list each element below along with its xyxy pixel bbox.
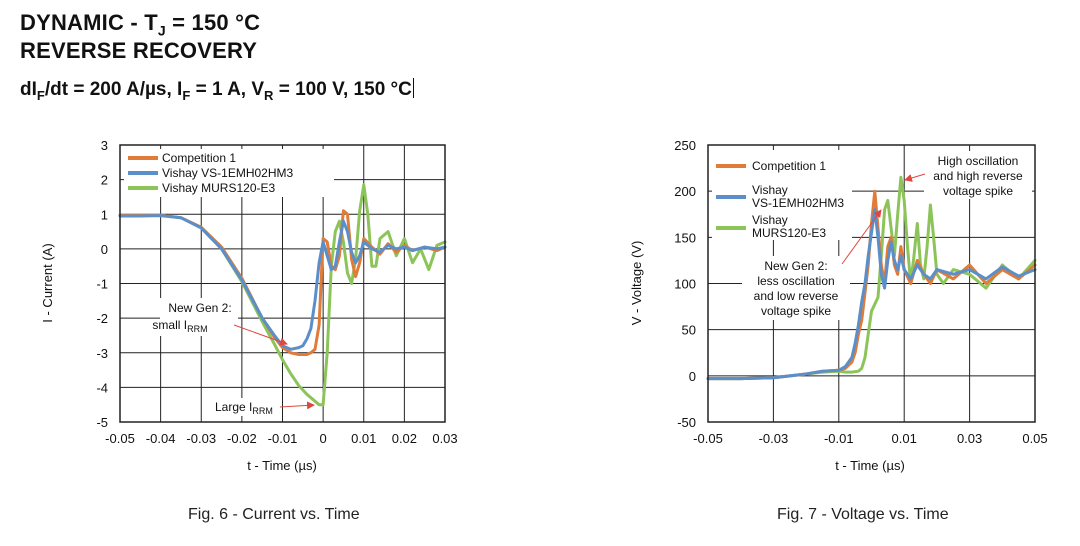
figure-6-caption: Fig. 6 - Current vs. Time: [188, 506, 360, 523]
y-tick-label: 200: [674, 184, 696, 199]
y-tick-label: -4: [96, 380, 108, 395]
annotation-small-irrm: New Gen 2: small IRRM: [152, 298, 288, 346]
y-tick-label: 100: [674, 277, 696, 292]
x-tick-label: -0.04: [146, 431, 176, 446]
annotation-text: High oscillation: [938, 154, 1019, 168]
legend-label-vishay-old: Vishay MURS120-E3: [162, 181, 275, 195]
annotation-text: Large IRRM: [215, 400, 273, 416]
x-axis-label: t - Time (µs): [835, 458, 905, 473]
chart-series: [706, 175, 1037, 381]
series-line-vishay-vs-1emh02hm3: [706, 208, 1037, 381]
x-tick-label: 0.05: [1022, 431, 1047, 446]
x-tick-label: -0.03: [186, 431, 216, 446]
x-tick-label: 0.01: [351, 431, 376, 446]
y-tick-label: 3: [101, 138, 108, 153]
x-tick-label: -0.01: [268, 431, 298, 446]
chart-legend: Competition 1 Vishay VS-1EMH02HM3 Vishay…: [124, 149, 334, 197]
annotation-text: New Gen 2:: [168, 301, 231, 315]
annotation-text: voltage spike: [761, 304, 831, 318]
y-tick-label: 50: [682, 323, 696, 338]
annotation-background: [924, 151, 1032, 199]
y-tick-label: 0: [101, 242, 108, 257]
y-tick-label: -5: [96, 415, 108, 430]
x-tick-label: 0.01: [892, 431, 917, 446]
legend-label-vishay-old: Vishay MURS120-E3: [752, 213, 826, 240]
legend-background: [124, 149, 334, 197]
series-line-vishay-vs-1emh02hm3: [118, 214, 447, 351]
plot-frame: [707, 144, 1036, 423]
annotation-text: less oscillation: [757, 274, 834, 288]
x-tick-label: 0.03: [957, 431, 982, 446]
legend-label-competition: Competition 1: [162, 151, 236, 165]
y-tick-label: -50: [677, 415, 696, 430]
annotation-large-irrm: Large IRRM: [210, 398, 315, 416]
chart-legend: Competition 1 Vishay VS-1EMH02HM3 Vishay M…: [712, 150, 852, 240]
y-tick-label: 150: [674, 230, 696, 245]
y-tick-labels: 3 2 1 0 -1 -2 -3 -4 -5: [96, 138, 108, 430]
annotation-text: New Gen 2:: [764, 259, 827, 273]
x-tick-label: -0.03: [759, 431, 789, 446]
figure-7-caption: Fig. 7 - Voltage vs. Time: [777, 506, 949, 523]
annotation-arrow: [841, 209, 882, 265]
annotation-arrow: [233, 324, 288, 346]
annotation-background: [160, 298, 238, 336]
x-tick-labels: -0.05 -0.03 -0.01 0.01 0.03 0.05: [693, 431, 1047, 446]
x-axis-label: t - Time (µs): [247, 458, 317, 473]
annotation-text: small IRRM: [152, 318, 207, 334]
y-tick-label: 250: [674, 138, 696, 153]
annotation-text: and low reverse: [754, 289, 839, 303]
x-tick-label: -0.01: [824, 431, 854, 446]
annotation-background: [742, 256, 850, 320]
series-line-vishay-murs120-e3: [706, 175, 1037, 381]
figure-7-voltage-vs-time: -0.05 -0.03 -0.01 0.01 0.03 0.05 250 200 150 100…: [629, 138, 1048, 473]
y-tick-label: -2: [96, 311, 108, 326]
x-tick-label: -0.02: [227, 431, 257, 446]
annotation-new-gen-2: New Gen 2: less oscillation and low reve…: [742, 209, 882, 320]
x-tick-label: -0.05: [105, 431, 135, 446]
annotation-text: voltage spike: [943, 184, 1013, 198]
text-cursor: [412, 78, 414, 98]
figure-6-current-vs-time: -0.05 -0.04 -0.03 -0.02 -0.01 0 0.01 0.02 0.03 3…: [40, 138, 458, 473]
section-title: DYNAMIC - TJ = 150 °C: [20, 10, 261, 39]
y-tick-label: -1: [96, 277, 108, 292]
test-conditions: dIF/dt = 200 A/µs, IF = 1 A, VR = 100 V,…: [20, 78, 414, 103]
annotation-background: [210, 398, 280, 416]
legend-label-vishay-new: Vishay VS-1EMH02HM3: [752, 183, 844, 210]
x-tick-label: 0.02: [392, 431, 417, 446]
y-tick-label: 2: [101, 173, 108, 188]
legend-label-competition: Competition 1: [752, 159, 826, 173]
annotation-arrow: [279, 401, 315, 410]
y-tick-label: 1: [101, 207, 108, 222]
legend-label-vishay-new: Vishay VS-1EMH02HM3: [162, 166, 293, 180]
section-subtitle: REVERSE RECOVERY: [20, 38, 258, 63]
y-axis-label: V - Voltage (V): [629, 241, 644, 326]
x-tick-labels: -0.05 -0.04 -0.03 -0.02 -0.01 0 0.01 0.02 0.03: [105, 431, 457, 446]
plot-frame: [119, 144, 446, 423]
x-tick-label: 0.03: [432, 431, 457, 446]
y-axis-label: I - Current (A): [40, 243, 55, 322]
annotation-high-oscillation: High oscillation and high reverse voltag…: [904, 151, 1032, 199]
x-tick-label: 0: [320, 431, 327, 446]
y-tick-labels: 250 200 150 100 50 0 -50: [674, 138, 696, 430]
annotation-arrow: [904, 173, 926, 182]
annotation-text: and high reverse: [933, 169, 1023, 183]
chart-series: [118, 183, 447, 407]
x-tick-label: -0.05: [693, 431, 723, 446]
y-tick-label: 0: [689, 369, 696, 384]
y-tick-label: -3: [96, 346, 108, 361]
